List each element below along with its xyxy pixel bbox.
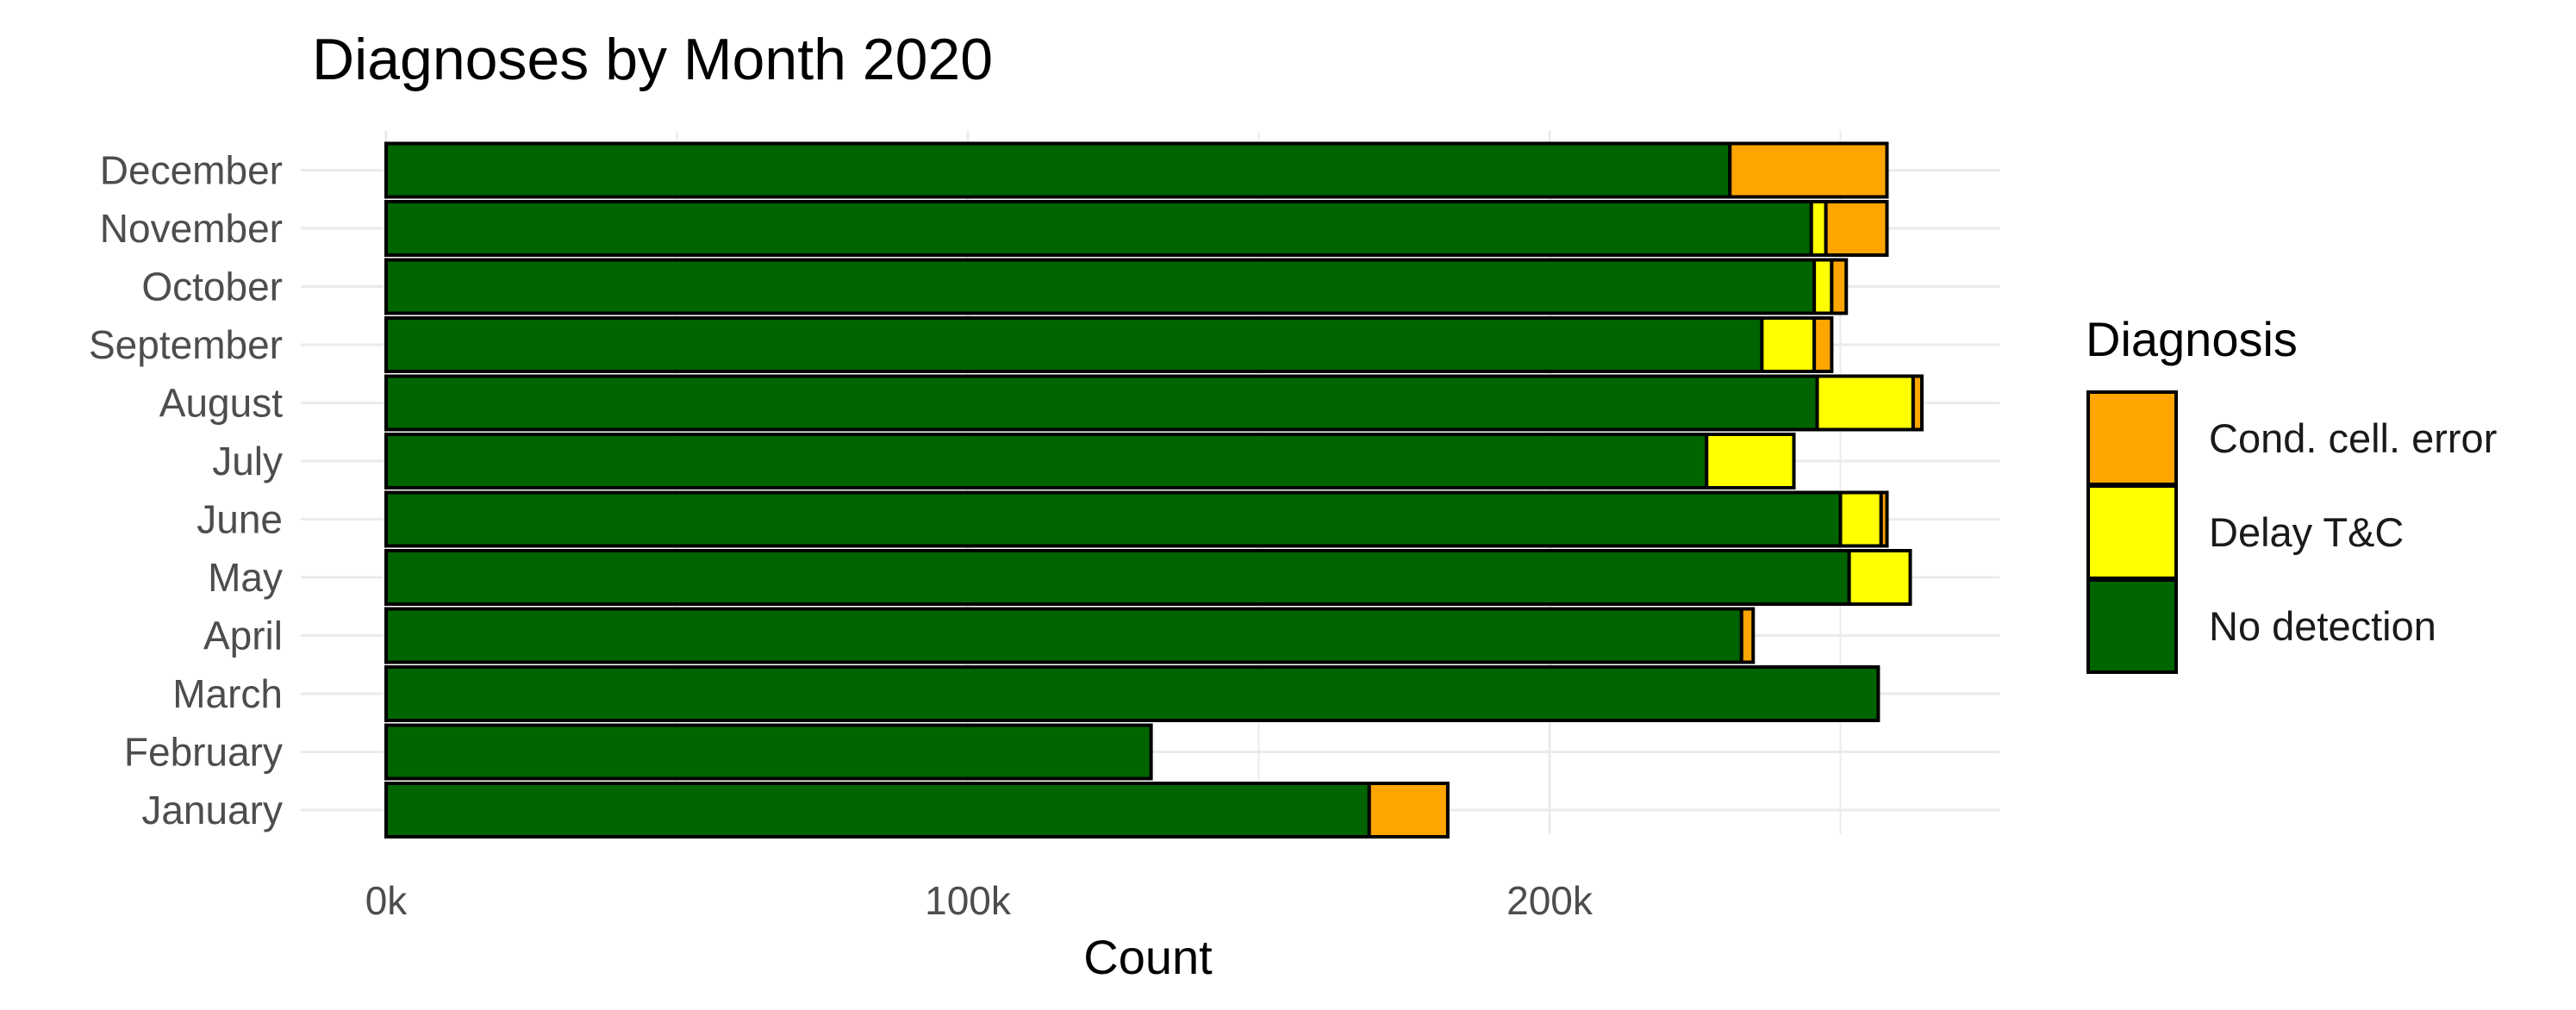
y-tick-label-november: November: [100, 206, 283, 251]
bar-cond-cell-error-november: [1824, 200, 1889, 257]
bar-no-detection-january: [384, 782, 1371, 839]
legend-key-cond-cell-error: [2086, 390, 2178, 486]
y-tick-label-october: October: [141, 265, 283, 309]
bar-no-detection-february: [384, 723, 1153, 781]
bar-delay-t-c-august: [1815, 374, 1915, 432]
x-tick-label-100k: 100k: [925, 878, 1012, 923]
legend-title: Diagnosis: [2086, 312, 2298, 366]
legend-label-delay-t-c: Delay T&C: [2209, 509, 2404, 555]
bar-cond-cell-error-december: [1728, 141, 1889, 199]
legend-key-delay-t-c: [2086, 484, 2178, 580]
bar-no-detection-september: [384, 316, 1764, 373]
y-tick-label-july: July: [212, 439, 283, 483]
bar-no-detection-june: [384, 490, 1843, 548]
bar-cond-cell-error-october: [1830, 258, 1849, 315]
bar-cond-cell-error-august: [1911, 374, 1924, 432]
y-tick-label-december: December: [100, 148, 283, 193]
bar-no-detection-november: [384, 200, 1813, 257]
bar-no-detection-october: [384, 258, 1817, 315]
y-tick-label-august: August: [159, 381, 283, 426]
bar-no-detection-april: [384, 607, 1743, 664]
bar-no-detection-march: [384, 665, 1881, 722]
y-tick-label-february: February: [124, 730, 283, 775]
legend-label-no-detection: No detection: [2209, 603, 2436, 649]
bar-delay-t-c-october: [1812, 258, 1834, 315]
bar-cond-cell-error-april: [1739, 607, 1756, 664]
y-tick-label-september: September: [89, 322, 283, 367]
y-tick-label-january: January: [141, 788, 283, 832]
y-tick-label-may: May: [208, 555, 283, 600]
legend: Diagnosis Cond. cell. error Delay T&C No d…: [2086, 312, 2497, 674]
chart-title: Diagnoses by Month 2020: [312, 27, 993, 92]
x-tick-label-200k: 200k: [1506, 878, 1594, 923]
bar-delay-t-c-may: [1847, 549, 1912, 606]
x-axis-label: Count: [1083, 930, 1213, 984]
bar-layer: [384, 141, 1924, 839]
bar-no-detection-december: [384, 141, 1732, 199]
x-tick-label-0k: 0k: [365, 878, 409, 923]
bar-delay-t-c-september: [1760, 316, 1817, 373]
y-tick-label-june: June: [196, 497, 283, 542]
bar-delay-t-c-november: [1809, 200, 1828, 257]
bar-no-detection-august: [384, 374, 1819, 432]
bar-no-detection-july: [384, 433, 1709, 489]
legend-label-cond-cell-error: Cond. cell. error: [2209, 415, 2497, 461]
bar-delay-t-c-june: [1838, 490, 1883, 548]
legend-items: Cond. cell. error Delay T&C No detection: [2086, 390, 2497, 674]
bar-no-detection-may: [384, 549, 1851, 606]
x-axis-tick-labels: 0k 100k 200k: [365, 878, 1594, 923]
y-tick-label-march: March: [172, 671, 283, 716]
y-axis-tick-labels: January February March April May June July Augu…: [89, 148, 283, 833]
bar-cond-cell-error-june: [1879, 490, 1889, 548]
bar-cond-cell-error-january: [1367, 782, 1450, 839]
y-tick-label-april: April: [203, 614, 283, 658]
legend-key-no-detection: [2086, 578, 2178, 674]
bar-cond-cell-error-september: [1812, 316, 1834, 373]
bar-delay-t-c-july: [1705, 433, 1796, 489]
